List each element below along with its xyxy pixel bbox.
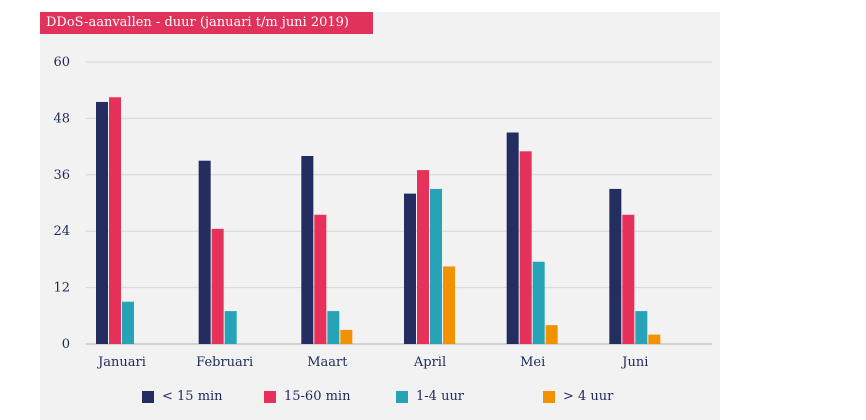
bar [327,311,340,344]
bar [506,132,519,344]
bar [519,151,532,344]
legend-item: > 4 uur [543,389,613,404]
chart-panel [40,12,720,420]
bar [211,228,224,344]
legend-label: 1-4 uur [416,389,465,404]
chart-title: DDoS-aanvallen - duur (januari t/m juni … [40,12,373,34]
x-tick-label: April [413,355,446,370]
bar [545,325,558,344]
legend-swatch [396,390,408,403]
y-tick-label: 12 [53,281,70,296]
bar [224,311,237,344]
y-tick-label: 0 [62,337,70,352]
legend-label: < 15 min [162,389,223,404]
bar [648,334,661,344]
legend-item: 15-60 min [264,389,350,404]
bar [314,214,327,344]
y-tick-label: 36 [53,168,70,183]
bar [609,188,622,344]
bar [198,160,211,344]
legend-swatch [142,390,154,403]
legend-item: < 15 min [142,389,223,404]
bar [404,193,416,344]
x-tick-label: Mei [520,355,545,370]
chart-legend: < 15 min 15-60 min 1-4 uur > 4 uur [0,389,866,409]
legend-swatch [264,390,276,403]
legend-label: > 4 uur [563,389,614,404]
bar [417,170,429,344]
bar [430,188,442,344]
legend-swatch [543,390,555,403]
y-tick-label: 48 [53,111,70,126]
x-tick-label: Januari [96,355,146,370]
bar [443,266,455,344]
x-tick-label: Juni [620,355,648,370]
bar [622,214,635,344]
bar [122,301,134,344]
bar [635,311,648,344]
legend-item: 1-4 uur [396,389,464,404]
bar [532,261,545,344]
bar [340,329,353,344]
y-tick-label: 60 [53,55,70,70]
y-tick-label: 24 [53,224,70,239]
legend-label: 15-60 min [284,389,351,404]
bar [109,97,121,344]
x-tick-label: Maart [307,355,348,370]
bar [301,156,314,344]
x-tick-label: Februari [196,355,253,370]
bar [96,101,108,344]
